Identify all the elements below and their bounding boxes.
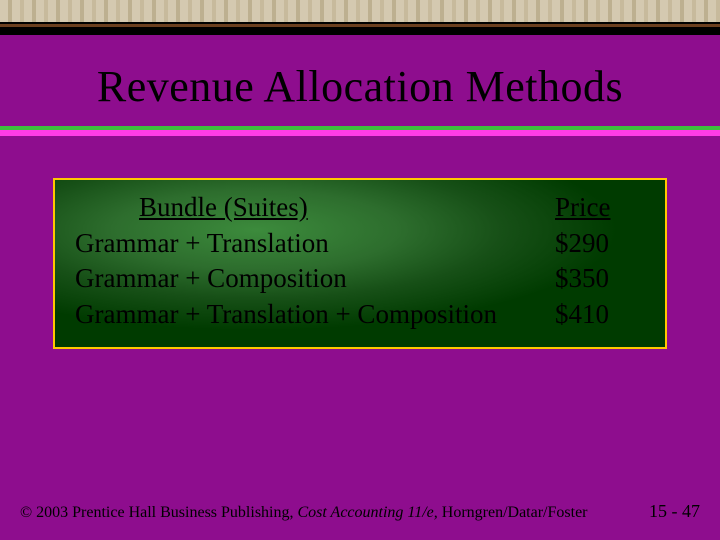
bundle-price-table: Bundle (Suites) Price Grammar + Translat… (75, 190, 645, 333)
table-header-row: Bundle (Suites) Price (75, 190, 645, 226)
col-header-bundle: Bundle (Suites) (75, 190, 555, 226)
cell-bundle: Grammar + Composition (75, 261, 555, 297)
copyright-prefix: © 2003 Prentice Hall Business Publishing… (20, 504, 297, 521)
cell-bundle: Grammar + Translation (75, 226, 555, 262)
decorative-top-border (0, 0, 720, 24)
copyright-line: © 2003 Prentice Hall Business Publishing… (20, 504, 588, 522)
page-number: 15 - 47 (649, 501, 700, 522)
book-title: Cost Accounting 11/e, (297, 504, 437, 521)
slide-footer: © 2003 Prentice Hall Business Publishing… (0, 501, 720, 522)
decorative-black-bar (0, 27, 720, 35)
table-row: Grammar + Composition $350 (75, 261, 645, 297)
content-box: Bundle (Suites) Price Grammar + Translat… (53, 178, 667, 349)
cell-price: $410 (555, 297, 645, 333)
authors: Horngren/Datar/Foster (438, 504, 588, 521)
col-header-price: Price (555, 190, 645, 226)
divider-magenta (0, 130, 720, 136)
table-row: Grammar + Translation $290 (75, 226, 645, 262)
slide-title: Revenue Allocation Methods (0, 61, 720, 112)
cell-bundle: Grammar + Translation + Composition (75, 297, 555, 333)
cell-price: $350 (555, 261, 645, 297)
table-row: Grammar + Translation + Composition $410 (75, 297, 645, 333)
cell-price: $290 (555, 226, 645, 262)
